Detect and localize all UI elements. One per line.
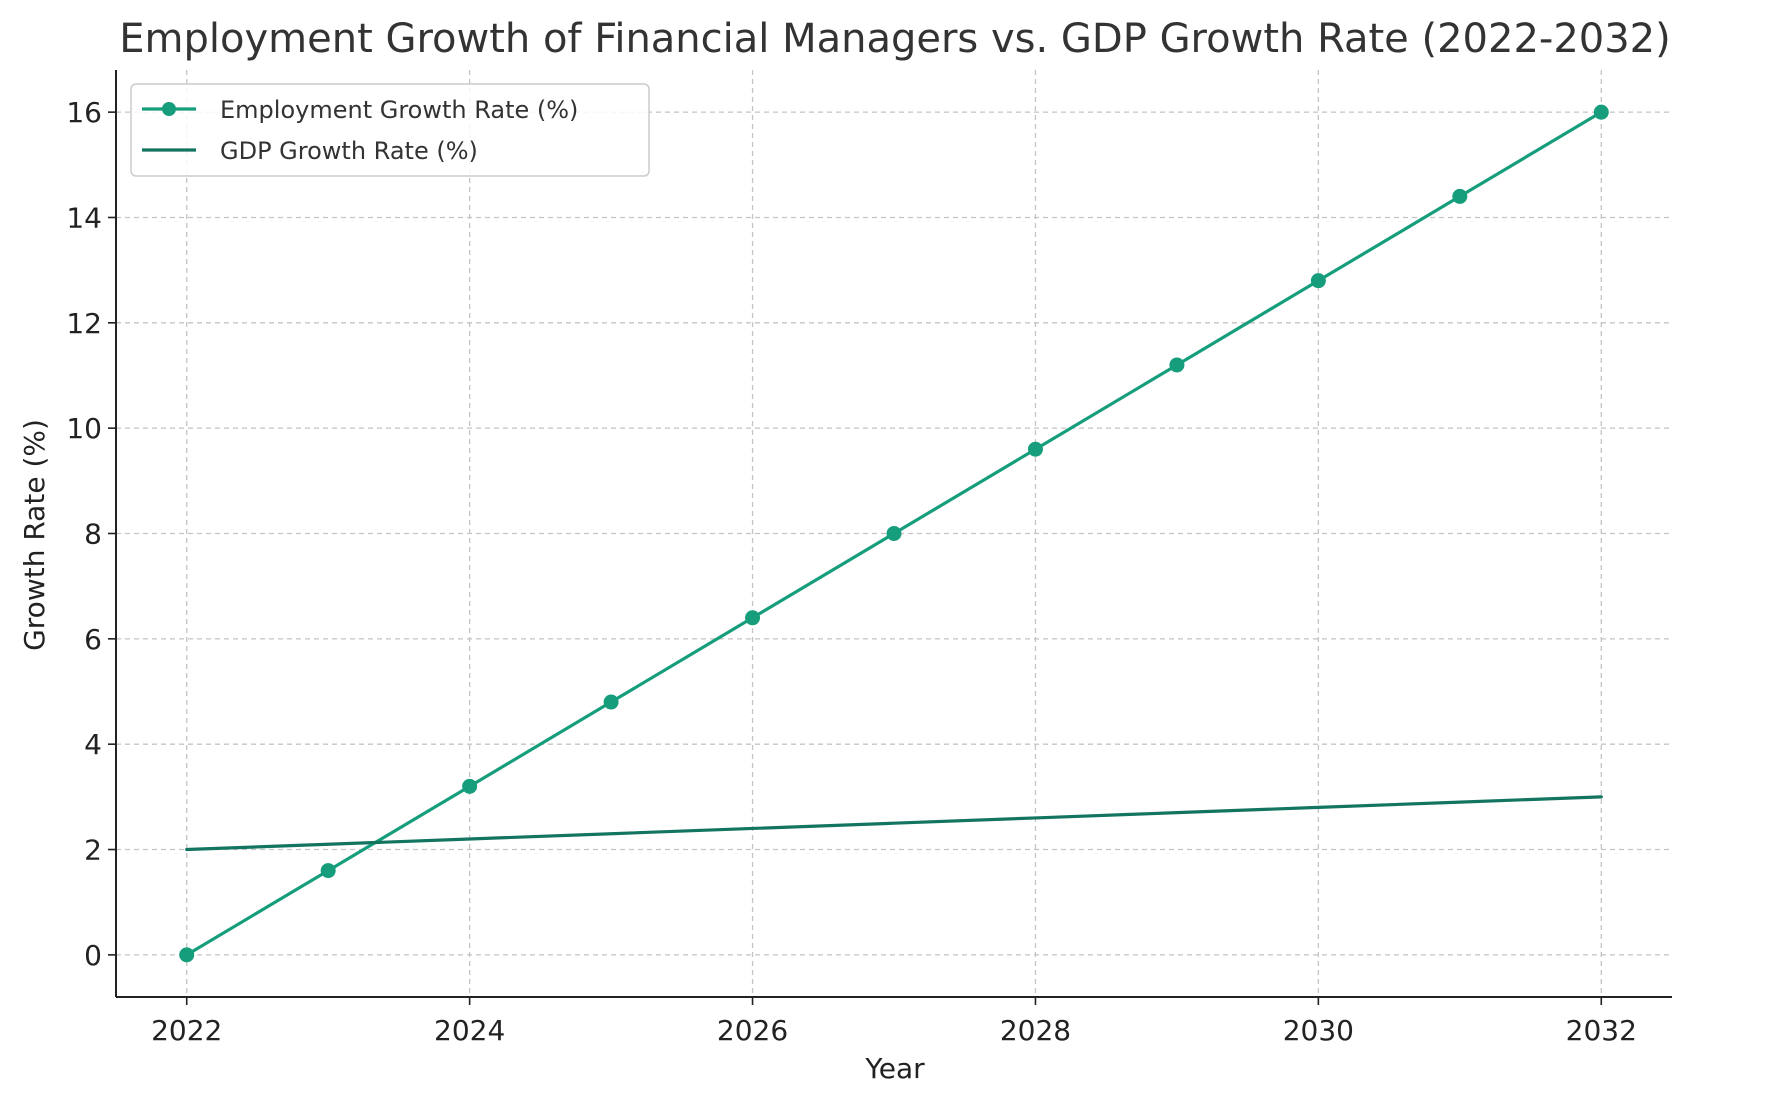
y-tick-label: 12 [66, 307, 102, 340]
y-axis-label: Growth Rate (%) [18, 419, 51, 651]
data-point [603, 694, 619, 710]
data-point [1027, 441, 1043, 457]
y-tick-label: 10 [66, 412, 102, 445]
data-point [1310, 273, 1326, 289]
y-tick-label: 14 [66, 201, 102, 234]
legend-marker-1 [162, 102, 176, 116]
chart-title: Employment Growth of Financial Managers … [119, 16, 1670, 62]
series-layer [179, 104, 1609, 963]
data-point [179, 947, 195, 963]
data-point [886, 526, 902, 541]
x-tick-label: 2030 [1283, 1014, 1354, 1047]
y-tick-label: 8 [84, 518, 102, 551]
x-tick-label: 2028 [1000, 1014, 1071, 1047]
legend-label-2: GDP Growth Rate (%) [220, 137, 478, 165]
data-point [745, 610, 761, 626]
y-tick-label: 0 [84, 939, 102, 972]
y-tick-label: 4 [84, 728, 102, 761]
series-line-2 [185, 795, 1603, 852]
data-point [320, 863, 336, 879]
x-axis-label: Year [864, 1052, 925, 1085]
grid-layer [116, 70, 1672, 997]
legend-label-1: Employment Growth Rate (%) [220, 96, 578, 124]
data-point [1169, 357, 1185, 373]
legend: Employment Growth Rate (%) GDP Growth Rat… [130, 83, 650, 177]
axes-layer: 2022 2024 2026 2028 2030 2032 0 2 4 6 8 10 12 14 16 [66, 70, 1672, 1047]
x-tick-label: 2022 [151, 1014, 222, 1047]
x-tick-label: 2032 [1566, 1014, 1637, 1047]
data-point [462, 778, 478, 794]
data-point [1593, 104, 1609, 120]
legend-box [130, 83, 650, 177]
x-tick-label: 2026 [717, 1014, 788, 1047]
y-tick-label: 16 [66, 96, 102, 129]
x-tick-label: 2024 [434, 1014, 505, 1047]
y-tick-label: 2 [84, 834, 102, 867]
data-point [1452, 188, 1468, 204]
y-tick-label: 6 [84, 623, 102, 656]
